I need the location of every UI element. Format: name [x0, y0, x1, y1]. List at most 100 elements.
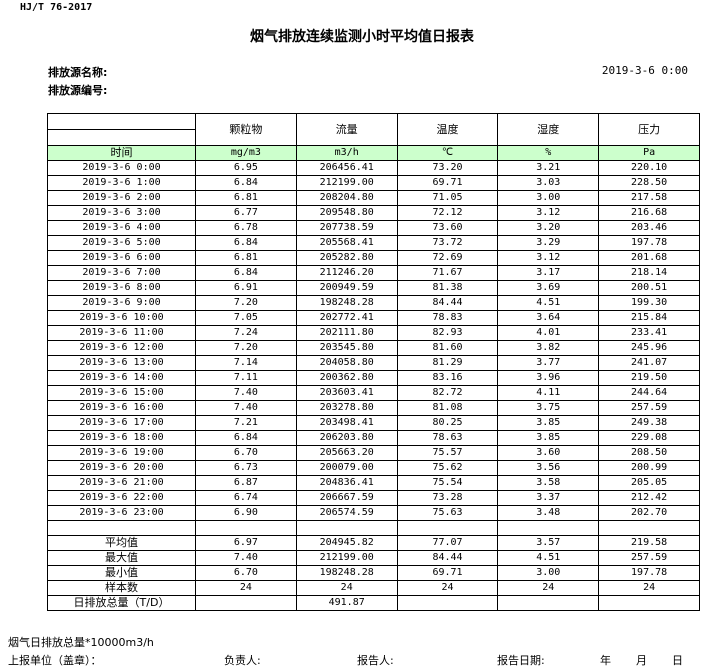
empty-cell — [598, 595, 700, 611]
empty-cell — [396, 595, 499, 611]
value-cell: 200949.59 — [295, 280, 398, 296]
value-cell: 78.63 — [396, 430, 499, 446]
value-cell: 3.03 — [497, 175, 600, 191]
value-cell: 69.71 — [396, 175, 499, 191]
value-cell: 72.12 — [396, 205, 499, 221]
table-row: 2019-3-6 18:00 6.84 206203.80 78.63 3.85 229.… — [47, 430, 700, 446]
value-cell: 233.41 — [598, 325, 700, 341]
value-cell: 3.58 — [497, 475, 600, 491]
table-row: 2019-3-6 2:00 6.81 208204.80 71.05 3.00 217.5… — [47, 190, 700, 206]
value-cell: 83.16 — [396, 370, 499, 386]
value-cell: 80.25 — [396, 415, 499, 431]
value-cell: 6.78 — [195, 220, 297, 236]
value-cell: 73.60 — [396, 220, 499, 236]
stats-row: 平均值 6.97 204945.82 77.07 3.57 219.58 — [47, 535, 700, 551]
stat-value: 3.00 — [497, 565, 600, 581]
value-cell: 211246.20 — [295, 265, 398, 281]
table-row: 2019-3-6 14:00 7.11 200362.80 83.16 3.96 219.… — [47, 370, 700, 386]
stats-row: 最小值 6.70 198248.28 69.71 3.00 197.78 — [47, 565, 700, 581]
value-cell: 199.30 — [598, 295, 700, 311]
value-cell: 6.73 — [195, 460, 297, 476]
stats-row: 样本数 24 24 24 24 24 — [47, 580, 700, 596]
stat-value: 24 — [295, 580, 398, 596]
value-cell: 6.90 — [195, 505, 297, 521]
value-cell: 3.69 — [497, 280, 600, 296]
value-cell: 75.57 — [396, 445, 499, 461]
value-cell: 241.07 — [598, 355, 700, 371]
unit-cell: mg/m3 — [195, 145, 297, 161]
value-cell: 244.64 — [598, 385, 700, 401]
table-row: 2019-3-6 10:00 7.05 202772.41 78.83 3.64 215.… — [47, 310, 700, 326]
value-cell: 3.20 — [497, 220, 600, 236]
stat-value: 84.44 — [396, 550, 499, 566]
stat-value: 198248.28 — [295, 565, 398, 581]
value-cell: 207738.59 — [295, 220, 398, 236]
value-cell: 3.64 — [497, 310, 600, 326]
value-cell: 220.10 — [598, 160, 700, 176]
value-cell: 6.87 — [195, 475, 297, 491]
stat-value: 6.97 — [195, 535, 297, 551]
value-cell: 3.75 — [497, 400, 600, 416]
value-cell: 3.00 — [497, 190, 600, 206]
value-cell: 205568.41 — [295, 235, 398, 251]
value-cell: 201.68 — [598, 250, 700, 266]
source-name-label: 排放源名称: — [48, 66, 108, 79]
stat-label: 最大值 — [47, 550, 196, 566]
value-cell: 208204.80 — [295, 190, 398, 206]
value-cell: 3.85 — [497, 430, 600, 446]
value-cell: 212199.00 — [295, 175, 398, 191]
empty-cell — [396, 520, 499, 536]
stat-value: 24 — [396, 580, 499, 596]
time-cell: 2019-3-6 15:00 — [47, 385, 196, 401]
time-cell: 2019-3-6 1:00 — [47, 175, 196, 191]
table-row: 2019-3-6 7:00 6.84 211246.20 71.67 3.17 218.1… — [47, 265, 700, 281]
time-cell: 2019-3-6 6:00 — [47, 250, 196, 266]
value-cell: 6.84 — [195, 430, 297, 446]
stat-value: 69.71 — [396, 565, 499, 581]
value-cell: 257.59 — [598, 400, 700, 416]
reporter-label: 报告人: — [357, 654, 394, 667]
table-row: 2019-3-6 21:00 6.87 204836.41 75.54 3.58 205.… — [47, 475, 700, 491]
value-cell: 7.21 — [195, 415, 297, 431]
value-cell: 3.21 — [497, 160, 600, 176]
value-cell: 6.70 — [195, 445, 297, 461]
value-cell: 6.84 — [195, 175, 297, 191]
table-row: 2019-3-6 15:00 7.40 203603.41 82.72 4.11 244.… — [47, 385, 700, 401]
value-cell: 81.08 — [396, 400, 499, 416]
value-cell: 82.72 — [396, 385, 499, 401]
table-row: 2019-3-6 9:00 7.20 198248.28 84.44 4.51 199.3… — [47, 295, 700, 311]
table-row: 2019-3-6 23:00 6.90 206574.59 75.63 3.48 202.… — [47, 505, 700, 521]
table-row: 2019-3-6 8:00 6.91 200949.59 81.38 3.69 200.5… — [47, 280, 700, 296]
stat-value: 24 — [497, 580, 600, 596]
value-cell: 75.62 — [396, 460, 499, 476]
empty-row — [47, 520, 700, 536]
value-cell: 200.51 — [598, 280, 700, 296]
value-cell: 3.12 — [497, 250, 600, 266]
value-cell: 7.40 — [195, 400, 297, 416]
value-cell: 7.11 — [195, 370, 297, 386]
value-cell: 7.14 — [195, 355, 297, 371]
time-cell: 2019-3-6 3:00 — [47, 205, 196, 221]
value-cell: 202111.80 — [295, 325, 398, 341]
unit-cell: ℃ — [396, 145, 499, 161]
value-cell: 245.96 — [598, 340, 700, 356]
value-cell: 6.84 — [195, 235, 297, 251]
time-cell: 2019-3-6 9:00 — [47, 295, 196, 311]
time-cell: 2019-3-6 17:00 — [47, 415, 196, 431]
report-date-label: 报告日期: — [497, 654, 545, 667]
time-cell: 2019-3-6 10:00 — [47, 310, 196, 326]
column-header: 温度 — [396, 113, 499, 146]
report-table: 颗粒物 流量 温度 湿度 压力 时间 mg/m3 m3/h ℃% Pa 2019-3-6 0:00 6… — [47, 113, 700, 611]
value-cell: 206667.59 — [295, 490, 398, 506]
value-cell: 71.67 — [396, 265, 499, 281]
time-cell: 2019-3-6 12:00 — [47, 340, 196, 356]
empty-cell — [195, 520, 297, 536]
time-cell: 2019-3-6 23:00 — [47, 505, 196, 521]
value-cell: 71.05 — [396, 190, 499, 206]
leader-label: 负责人: — [224, 654, 261, 667]
table-row: 2019-3-6 22:00 6.74 206667.59 73.28 3.37 212.… — [47, 490, 700, 506]
value-cell: 6.81 — [195, 190, 297, 206]
time-cell: 2019-3-6 19:00 — [47, 445, 196, 461]
value-cell: 6.95 — [195, 160, 297, 176]
daily-total-value: 491.87 — [295, 595, 398, 611]
